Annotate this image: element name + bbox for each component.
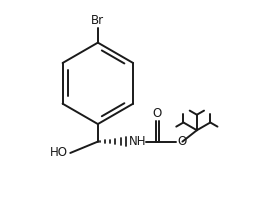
Text: NH: NH	[129, 135, 147, 148]
Text: Br: Br	[91, 14, 105, 27]
Text: HO: HO	[50, 146, 68, 160]
Text: O: O	[153, 107, 162, 120]
Text: O: O	[177, 135, 186, 148]
